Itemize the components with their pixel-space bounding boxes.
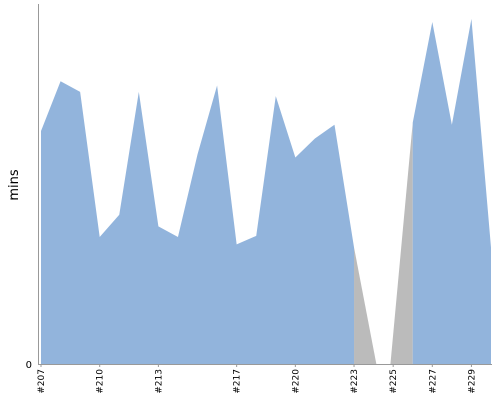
series-area-segment — [412, 18, 491, 365]
x-tick-labels: #207#210#213#217#220#223#225#227#229#231… — [37, 364, 477, 394]
series-area-segment — [41, 81, 355, 364]
x-tick-label: #217 — [233, 369, 243, 394]
failed-build-layer — [354, 122, 413, 365]
x-tick-label: #229 — [467, 369, 477, 394]
y-tick-label: 0 — [26, 360, 32, 371]
series-area-layer — [41, 18, 491, 365]
x-tick-label: #210 — [96, 369, 106, 394]
failed-build-edge — [390, 122, 413, 365]
x-tick-label: #213 — [154, 369, 164, 394]
x-tick-label: #227 — [428, 369, 438, 394]
y-tick-labels: 0 — [26, 360, 32, 371]
failed-build-edge — [354, 247, 377, 364]
y-axis-label: mins — [7, 169, 22, 201]
x-tick-label: #220 — [291, 369, 301, 394]
x-tick-label: #223 — [350, 369, 360, 394]
x-tick-label: #207 — [37, 369, 47, 394]
x-tick-label: #225 — [389, 369, 399, 394]
